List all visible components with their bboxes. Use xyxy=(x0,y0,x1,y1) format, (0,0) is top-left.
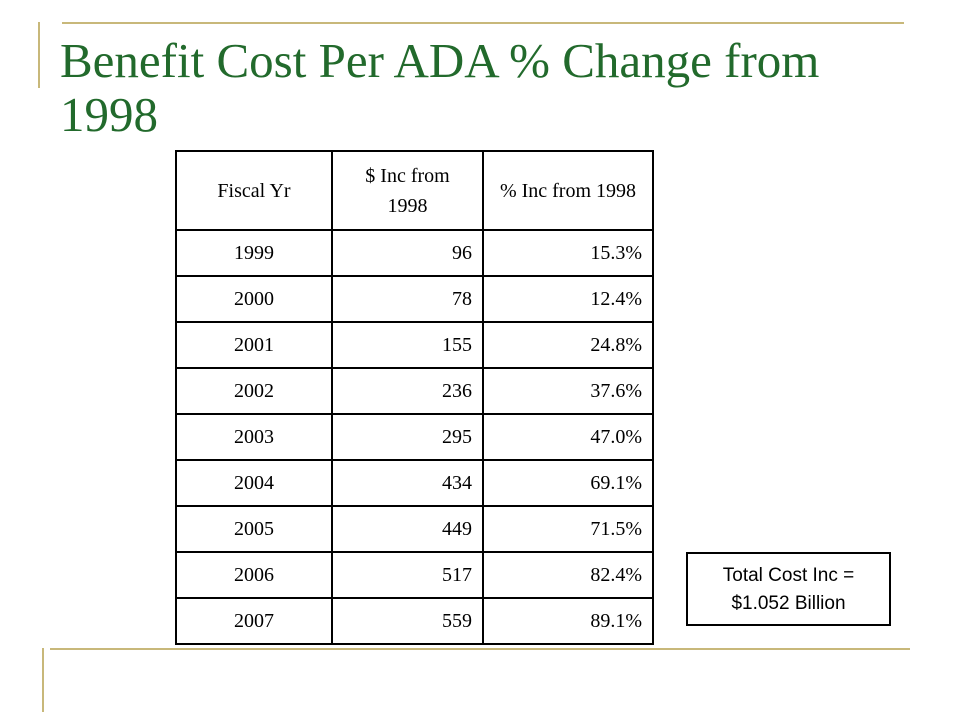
cell-fiscal-year: 2006 xyxy=(175,551,333,599)
table-row: 2007 559 89.1% xyxy=(175,597,654,645)
cell-percent-increase: 12.4% xyxy=(482,275,654,323)
top-rule xyxy=(62,22,904,24)
cell-dollar-increase: 434 xyxy=(331,459,484,507)
cell-percent-increase: 15.3% xyxy=(482,229,654,277)
bottom-rule xyxy=(50,648,910,650)
table-body: 1999 96 15.3% 2000 78 12.4% 2001 155 24.8% 2002 23… xyxy=(175,229,654,645)
cell-fiscal-year: 2003 xyxy=(175,413,333,461)
slide-title: Benefit Cost Per ADA % Change from 1998 xyxy=(60,33,820,142)
table-row: 2000 78 12.4% xyxy=(175,275,654,323)
cell-dollar-increase: 517 xyxy=(331,551,484,599)
bottom-left-rule xyxy=(42,648,44,712)
cell-dollar-increase: 295 xyxy=(331,413,484,461)
cell-fiscal-year: 2004 xyxy=(175,459,333,507)
table-row: 2003 295 47.0% xyxy=(175,413,654,461)
cell-dollar-increase: 236 xyxy=(331,367,484,415)
cell-dollar-increase: 155 xyxy=(331,321,484,369)
header-fiscal-year: Fiscal Yr xyxy=(175,150,333,231)
cell-fiscal-year: 2001 xyxy=(175,321,333,369)
note-line-2: $1.052 Billion xyxy=(731,593,846,614)
cell-percent-increase: 71.5% xyxy=(482,505,654,553)
table-header-row: Fiscal Yr $ Inc from 1998 % Inc from 199… xyxy=(175,150,654,231)
cell-percent-increase: 89.1% xyxy=(482,597,654,645)
table-row: 2001 155 24.8% xyxy=(175,321,654,369)
cell-dollar-increase: 449 xyxy=(331,505,484,553)
cell-dollar-increase: 559 xyxy=(331,597,484,645)
left-rule xyxy=(38,22,40,88)
cell-percent-increase: 82.4% xyxy=(482,551,654,599)
cell-fiscal-year: 2007 xyxy=(175,597,333,645)
cell-dollar-increase: 96 xyxy=(331,229,484,277)
cell-percent-increase: 47.0% xyxy=(482,413,654,461)
header-dollar-increase: $ Inc from 1998 xyxy=(331,150,484,231)
header-percent-increase: % Inc from 1998 xyxy=(482,150,654,231)
table-row: 1999 96 15.3% xyxy=(175,229,654,277)
cell-fiscal-year: 2005 xyxy=(175,505,333,553)
table-row: 2002 236 37.6% xyxy=(175,367,654,415)
note-line-1: Total Cost Inc = xyxy=(722,565,855,586)
table-row: 2006 517 82.4% xyxy=(175,551,654,599)
total-cost-note: Total Cost Inc = $1.052 Billion xyxy=(686,552,891,626)
cell-percent-increase: 37.6% xyxy=(482,367,654,415)
cell-percent-increase: 24.8% xyxy=(482,321,654,369)
cost-change-table: Fiscal Yr $ Inc from 1998 % Inc from 199… xyxy=(175,150,654,645)
cell-fiscal-year: 2000 xyxy=(175,275,333,323)
cell-fiscal-year: 1999 xyxy=(175,229,333,277)
table-row: 2005 449 71.5% xyxy=(175,505,654,553)
cell-dollar-increase: 78 xyxy=(331,275,484,323)
table-row: 2004 434 69.1% xyxy=(175,459,654,507)
cell-percent-increase: 69.1% xyxy=(482,459,654,507)
cell-fiscal-year: 2002 xyxy=(175,367,333,415)
